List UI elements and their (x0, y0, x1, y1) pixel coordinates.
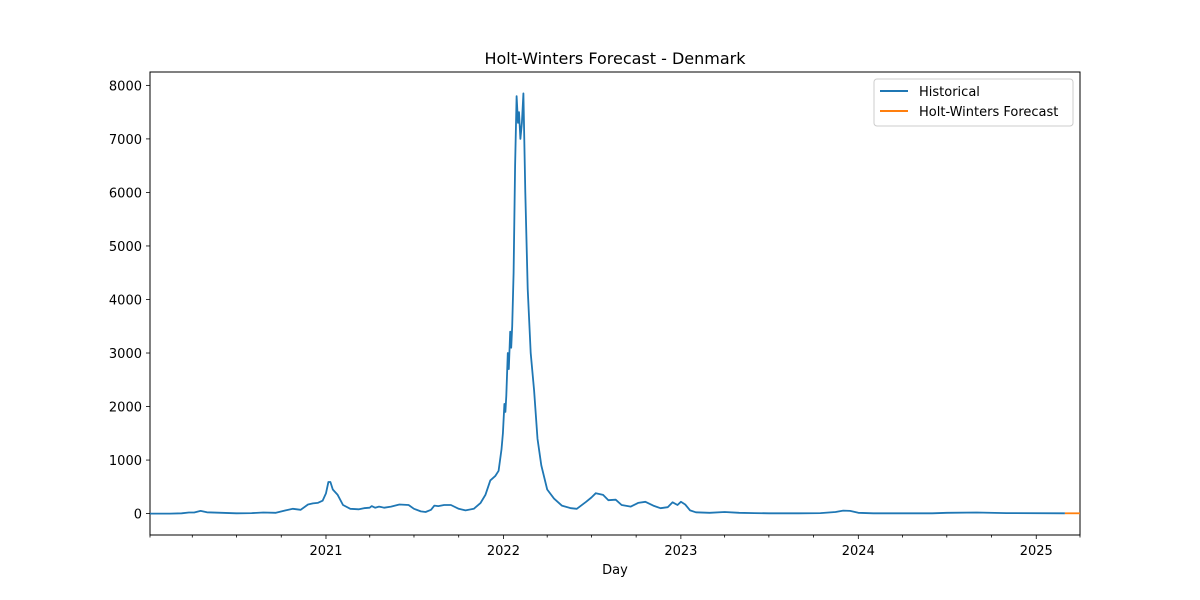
y-axis: 0 1000 2000 3000 4000 5000 6000 7000 8000 (109, 79, 150, 523)
y-tick-label: 1000 (109, 454, 142, 469)
y-tick-label: 8000 (109, 79, 142, 94)
y-tick-label: 6000 (109, 186, 142, 201)
series-layer (150, 92, 1080, 515)
x-tick-label: 2024 (842, 544, 875, 559)
chart-title: Holt-Winters Forecast - Denmark (484, 49, 746, 68)
y-tick-label: 3000 (109, 347, 142, 362)
x-axis-label: Day (602, 563, 628, 578)
x-tick-label: 2023 (664, 544, 697, 559)
x-tick-label: 2021 (309, 544, 342, 559)
y-tick-label: 0 (134, 508, 142, 523)
y-tick-label: 7000 (109, 133, 142, 148)
legend-box (873, 78, 1074, 127)
y-tick-label: 2000 (109, 401, 142, 416)
legend: Historical Holt-Winters Forecast (873, 78, 1074, 127)
x-tick-label: 2022 (487, 544, 520, 559)
x-tick-label: 2025 (1020, 544, 1053, 559)
series-line-historical (150, 92, 1065, 515)
y-tick-label: 5000 (109, 240, 142, 255)
legend-label-historical: Historical (919, 85, 980, 100)
legend-label-forecast: Holt-Winters Forecast (919, 105, 1058, 120)
y-tick-label: 4000 (109, 293, 142, 308)
plot-frame (149, 71, 1081, 536)
x-axis: 2021 2022 2023 2024 2025 (149, 535, 1081, 559)
